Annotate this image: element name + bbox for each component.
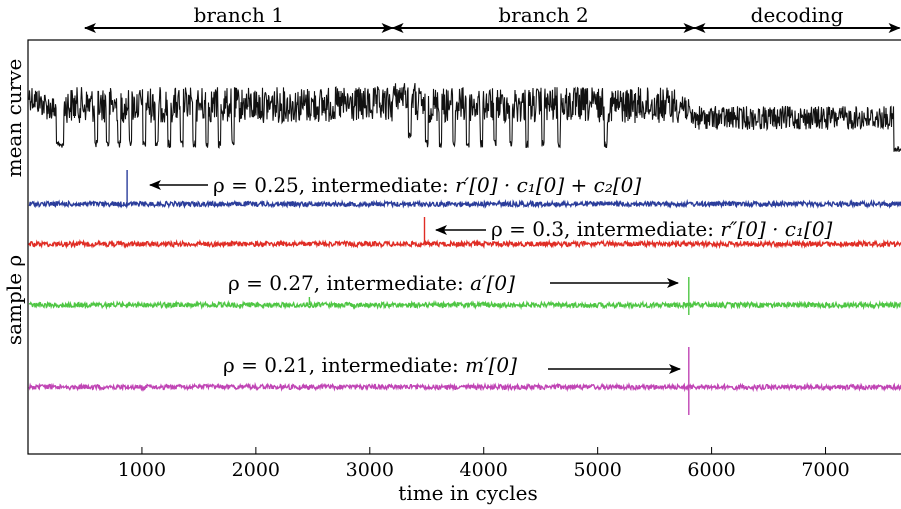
phase-label: decoding <box>751 3 844 27</box>
x-axis-label: time in cycles <box>398 481 537 505</box>
x-tick-label: 2000 <box>232 459 280 481</box>
sample-rho-line <box>28 217 901 250</box>
x-tick-label: 6000 <box>687 459 735 481</box>
y-axis-label-sample: sample ρ <box>2 255 26 345</box>
x-tick-label: 4000 <box>460 459 508 481</box>
annotation-text: ρ = 0.27, intermediate: a′[0] <box>228 271 515 295</box>
x-tick-label: 7000 <box>801 459 849 481</box>
annotation-text: ρ = 0.21, intermediate: m′[0] <box>223 353 517 377</box>
x-tick-label: 3000 <box>346 459 394 481</box>
phase-label: branch 2 <box>498 3 588 27</box>
sample-rho-line <box>28 277 901 315</box>
mean-curve-line <box>28 83 901 153</box>
x-tick-label: 1000 <box>118 459 166 481</box>
correlation-annotations: ρ = 0.25, intermediate: r′[0] · c₁[0] + … <box>149 173 833 377</box>
annotation-text: ρ = 0.3, intermediate: r″[0] · c₁[0] <box>491 217 833 241</box>
phase-label: branch 1 <box>194 3 284 27</box>
sample-rho-line <box>28 347 901 415</box>
plot-frame <box>27 39 901 455</box>
phase-annotations: branch 1 branch 2 decoding <box>83 3 901 33</box>
x-tick-label: 5000 <box>573 459 621 481</box>
signal-traces <box>28 83 901 415</box>
x-axis-ticks: 1000 2000 3000 4000 5000 6000 7000 <box>118 447 850 481</box>
y-axis-label-mean: mean curve <box>2 59 26 178</box>
annotation-text: ρ = 0.25, intermediate: r′[0] · c₁[0] + … <box>213 173 641 197</box>
sample-rho-line <box>28 170 901 210</box>
